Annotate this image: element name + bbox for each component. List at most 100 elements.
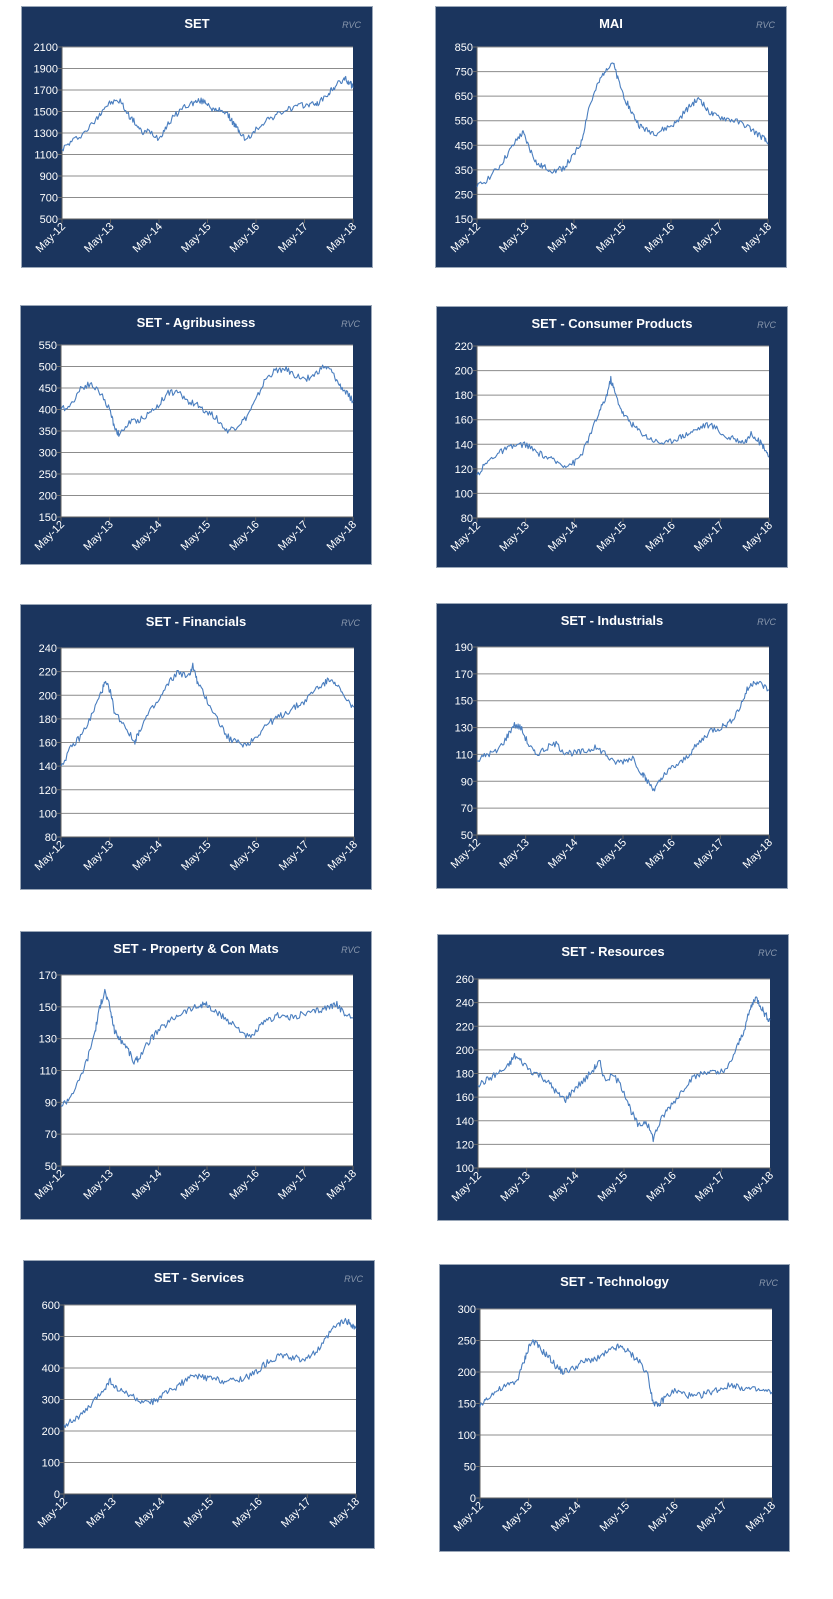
y-tick-label: 1500 — [34, 107, 58, 119]
x-tick-label: May-16 — [644, 1170, 678, 1204]
x-tick-label: May-13 — [81, 1168, 115, 1202]
series-line — [61, 75, 354, 152]
y-tick-label: 700 — [40, 193, 58, 205]
y-tick-label: 250 — [458, 1336, 476, 1348]
x-tick-label: May-15 — [182, 1496, 216, 1530]
y-tick-label: 2100 — [34, 42, 58, 54]
y-tick-label: 180 — [39, 714, 57, 726]
y-tick-label: 180 — [456, 1069, 474, 1081]
x-tick-label: May-17 — [695, 1500, 729, 1534]
watermark: RVC — [756, 20, 775, 30]
x-tick-label: May-18 — [325, 519, 359, 553]
x-tick-label: May-16 — [230, 1496, 264, 1530]
x-tick-label: May-15 — [596, 1170, 630, 1204]
y-tick-label: 1900 — [34, 64, 58, 76]
x-tick-label: May-14 — [546, 221, 580, 255]
x-tick-label: May-18 — [325, 1168, 359, 1202]
y-tick-label: 130 — [39, 1034, 57, 1046]
x-tick-label: May-17 — [276, 221, 310, 255]
x-tick-label: May-13 — [497, 837, 531, 871]
y-tick-label: 300 — [42, 1395, 60, 1407]
y-tick-label: 120 — [455, 464, 473, 476]
x-tick-label: May-15 — [179, 519, 213, 553]
chart-panel-set-services: SET - Services RVC 0 100 200 300 400 500 600 May-… — [23, 1260, 375, 1549]
series-line — [60, 364, 354, 437]
chart-panel-set-agribusiness: SET - Agribusiness RVC 150 200 250 300 350 400 4… — [20, 305, 372, 565]
y-tick-label: 500 — [42, 1332, 60, 1344]
y-tick-label: 550 — [39, 340, 57, 352]
y-tick-label: 100 — [458, 1430, 476, 1442]
y-tick-label: 200 — [458, 1367, 476, 1379]
chart-panel-set-financials: SET - Financials RVC 80 100 120 140 160 180 200 2… — [20, 604, 372, 890]
y-tick-label: 220 — [455, 341, 473, 353]
y-tick-label: 450 — [455, 140, 473, 152]
series-line — [476, 680, 770, 792]
chart-panel-set-industrials: SET - Industrials RVC 50 70 90 110 130 150 170 19… — [436, 603, 788, 889]
y-tick-label: 250 — [455, 189, 473, 201]
x-tick-label: May-14 — [130, 1168, 164, 1202]
y-tick-label: 90 — [45, 1097, 57, 1109]
y-tick-label: 90 — [461, 776, 473, 788]
series-line — [476, 375, 770, 476]
watermark: RVC — [758, 948, 777, 958]
x-tick-label: May-16 — [228, 839, 262, 873]
y-tick-label: 900 — [40, 171, 58, 183]
watermark: RVC — [341, 618, 360, 628]
x-tick-label: May-15 — [179, 221, 213, 255]
x-tick-label: May-18 — [744, 1500, 778, 1534]
y-tick-label: 200 — [42, 1426, 60, 1438]
x-tick-label: May-15 — [179, 1168, 213, 1202]
chart-panel-set-consumer-products: SET - Consumer Products RVC 80 100 120 140 160… — [436, 306, 788, 568]
x-tick-label: May-18 — [742, 1170, 776, 1204]
y-tick-label: 300 — [39, 448, 57, 460]
y-tick-label: 70 — [461, 803, 473, 815]
x-tick-label: May-17 — [692, 837, 726, 871]
y-tick-label: 140 — [455, 439, 473, 451]
chart-panel-set-resources: SET - Resources RVC 100 120 140 160 180 200 220 2… — [437, 934, 789, 1221]
x-tick-label: May-14 — [133, 1496, 167, 1530]
x-tick-label: May-18 — [741, 520, 775, 554]
x-tick-label: May-18 — [740, 221, 774, 255]
y-tick-label: 140 — [456, 1116, 474, 1128]
y-tick-label: 50 — [461, 830, 473, 842]
x-tick-label: May-15 — [598, 1500, 632, 1534]
y-tick-label: 50 — [464, 1462, 476, 1474]
x-tick-label: May-18 — [328, 1496, 362, 1530]
x-tick-label: May-14 — [546, 837, 580, 871]
x-tick-label: May-13 — [81, 519, 115, 553]
plot-area — [477, 346, 769, 518]
x-tick-label: May-16 — [227, 519, 261, 553]
y-tick-label: 650 — [455, 91, 473, 103]
y-tick-label: 150 — [39, 512, 57, 524]
x-tick-label: May-14 — [547, 1170, 581, 1204]
series-line — [479, 1339, 773, 1407]
y-tick-label: 100 — [42, 1458, 60, 1470]
y-tick-label: 170 — [39, 970, 57, 982]
y-tick-label: 350 — [39, 426, 57, 438]
chart-title: SET - Industrials — [560, 613, 664, 628]
y-tick-label: 750 — [455, 67, 473, 79]
x-tick-label: May-15 — [179, 839, 213, 873]
chart-title: SET - Technology — [560, 1274, 669, 1289]
y-tick-label: 160 — [456, 1092, 474, 1104]
y-tick-label: 150 — [39, 1002, 57, 1014]
y-tick-label: 1700 — [34, 85, 58, 97]
y-tick-label: 200 — [39, 690, 57, 702]
series-line — [476, 62, 769, 188]
chart-title: SET - Services — [153, 1270, 245, 1285]
x-tick-label: May-17 — [692, 520, 726, 554]
y-tick-label: 250 — [39, 469, 57, 481]
x-tick-label: May-13 — [500, 1500, 534, 1534]
watermark: RVC — [759, 1278, 778, 1288]
y-tick-label: 170 — [455, 669, 473, 681]
chart-panel-set-property-and-con-mats: SET - Property & Con Mats RVC 50 70 90 110 130… — [20, 931, 372, 1220]
y-tick-label: 240 — [456, 998, 474, 1010]
y-tick-label: 100 — [455, 488, 473, 500]
